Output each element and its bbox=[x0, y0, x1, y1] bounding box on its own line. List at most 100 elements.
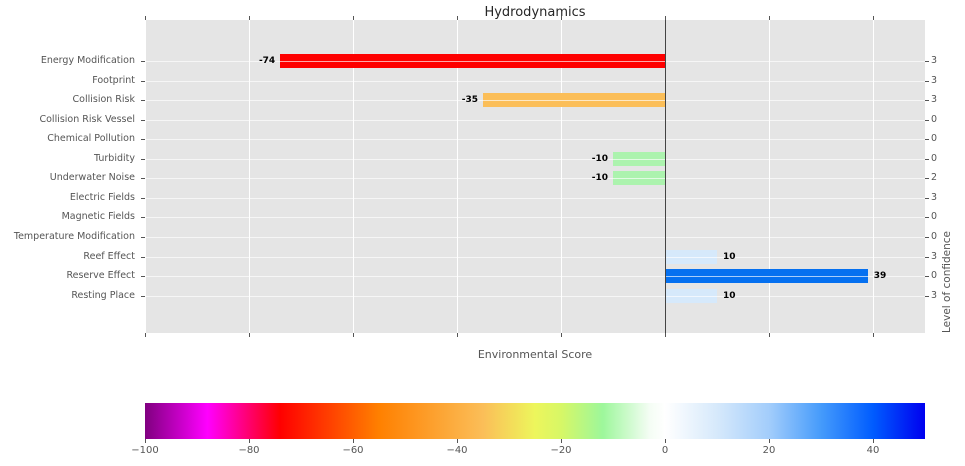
confidence-label: 0 bbox=[931, 270, 938, 282]
y-tick-left bbox=[141, 61, 145, 62]
category-label: Turbidity bbox=[94, 152, 135, 164]
category-label: Temperature Modification bbox=[13, 230, 135, 242]
y-tick-right bbox=[925, 178, 929, 180]
category-label: Reef Effect bbox=[83, 250, 135, 262]
bar-value-label: 10 bbox=[723, 251, 736, 262]
x-tick-top bbox=[561, 16, 562, 20]
y-tick-right bbox=[925, 61, 929, 62]
category-label: Magnetic Fields bbox=[61, 211, 135, 223]
bar-value-label: -10 bbox=[591, 153, 608, 164]
confidence-label: 3 bbox=[931, 55, 938, 66]
colorbar-tick bbox=[665, 439, 666, 443]
x-tick-top bbox=[769, 16, 770, 20]
colorbar-tick-label: 20 bbox=[762, 445, 776, 456]
confidence-label: 3 bbox=[931, 289, 938, 301]
y-tick-right bbox=[925, 80, 929, 82]
x-tick-bottom bbox=[249, 333, 250, 337]
confidence-label: 0 bbox=[931, 152, 938, 164]
x-gridline bbox=[561, 20, 562, 333]
x-tick-top bbox=[457, 16, 458, 20]
colorbar-tick-label: −20 bbox=[550, 445, 572, 456]
x-tick-top bbox=[665, 16, 666, 20]
y-tick-left bbox=[141, 217, 145, 219]
x-tick-bottom bbox=[353, 333, 354, 337]
y-tick-right bbox=[925, 158, 929, 160]
colorbar-tick bbox=[145, 439, 146, 443]
chart-title: Hydrodynamics bbox=[484, 5, 586, 20]
y-tick-left bbox=[141, 158, 145, 160]
plot-area: -74 -35 -10 -10 10 39 10 bbox=[145, 20, 925, 333]
y-tick-left bbox=[141, 197, 145, 199]
row-gridline bbox=[145, 256, 925, 258]
colorbar-tick-label: −80 bbox=[238, 445, 260, 456]
colorbar-tick bbox=[249, 439, 250, 443]
confidence-label: 0 bbox=[931, 113, 938, 125]
category-label: Footprint bbox=[92, 74, 135, 86]
x-gridline bbox=[457, 20, 458, 333]
y-tick-left bbox=[141, 100, 145, 102]
y-tick-left bbox=[141, 119, 145, 121]
y-tick-right bbox=[925, 119, 929, 121]
category-label: Resting Place bbox=[71, 289, 135, 301]
y-tick-right bbox=[925, 197, 929, 199]
colorbar-gradient bbox=[145, 403, 925, 439]
bar-value-label: -10 bbox=[591, 173, 608, 184]
confidence-label: 3 bbox=[931, 94, 938, 106]
bar-value-label: 39 bbox=[873, 271, 887, 282]
x-tick-bottom bbox=[145, 333, 146, 337]
row-gridline bbox=[145, 197, 925, 199]
confidence-label: 3 bbox=[931, 74, 938, 86]
x-tick-top bbox=[873, 16, 874, 20]
x-tick-bottom bbox=[457, 333, 458, 337]
y-tick-right bbox=[925, 100, 929, 102]
confidence-label: 0 bbox=[931, 133, 938, 145]
x-gridline bbox=[249, 20, 250, 333]
colorbar-tick bbox=[457, 439, 458, 443]
row-gridline bbox=[145, 236, 925, 238]
x-tick-bottom bbox=[873, 333, 874, 337]
zero-line bbox=[665, 20, 666, 333]
y-tick-left bbox=[141, 139, 145, 141]
bar-value-label: 10 bbox=[723, 290, 736, 301]
x-tick-top bbox=[145, 16, 146, 20]
colorbar-tick bbox=[873, 439, 874, 443]
bar-value-label: -35 bbox=[461, 95, 478, 106]
row-gridline bbox=[145, 178, 925, 180]
x-tick-bottom bbox=[561, 333, 562, 337]
colorbar-tick-label: −40 bbox=[446, 445, 468, 456]
y-tick-right bbox=[925, 236, 929, 238]
x-tick-top bbox=[353, 16, 354, 20]
x-tick-top bbox=[249, 16, 250, 20]
category-label: Electric Fields bbox=[69, 191, 135, 203]
confidence-label: 2 bbox=[931, 172, 938, 184]
category-label: Chemical Pollution bbox=[47, 133, 135, 145]
y-tick-right bbox=[925, 139, 929, 141]
confidence-label: 0 bbox=[931, 230, 938, 242]
category-label: Collision Risk Vessel bbox=[39, 113, 135, 125]
y-tick-right bbox=[925, 256, 929, 258]
y-tick-left bbox=[141, 256, 145, 258]
confidence-label: 3 bbox=[931, 250, 938, 262]
y-tick-right bbox=[925, 295, 929, 297]
colorbar-tick-label: −60 bbox=[342, 445, 364, 456]
row-gridline bbox=[145, 217, 925, 219]
y-tick-left bbox=[141, 80, 145, 82]
row-gridline bbox=[145, 61, 925, 62]
row-gridline bbox=[145, 158, 925, 160]
y-tick-left bbox=[141, 276, 145, 278]
x-axis-label: Environmental Score bbox=[477, 348, 593, 361]
row-gridline bbox=[145, 119, 925, 121]
row-gridline bbox=[145, 80, 925, 82]
category-label: Reserve Effect bbox=[66, 270, 135, 282]
x-tick-bottom bbox=[665, 333, 666, 337]
category-label: Underwater Noise bbox=[49, 172, 135, 184]
confidence-label: 3 bbox=[931, 191, 938, 203]
colorbar-tick-label: −100 bbox=[131, 445, 159, 456]
x-gridline bbox=[873, 20, 874, 333]
colorbar-tick bbox=[353, 439, 354, 443]
y-tick-left bbox=[141, 295, 145, 297]
row-gridline bbox=[145, 139, 925, 141]
bar-value-label: -74 bbox=[258, 56, 276, 66]
colorbar-tick-label: 40 bbox=[866, 445, 880, 456]
